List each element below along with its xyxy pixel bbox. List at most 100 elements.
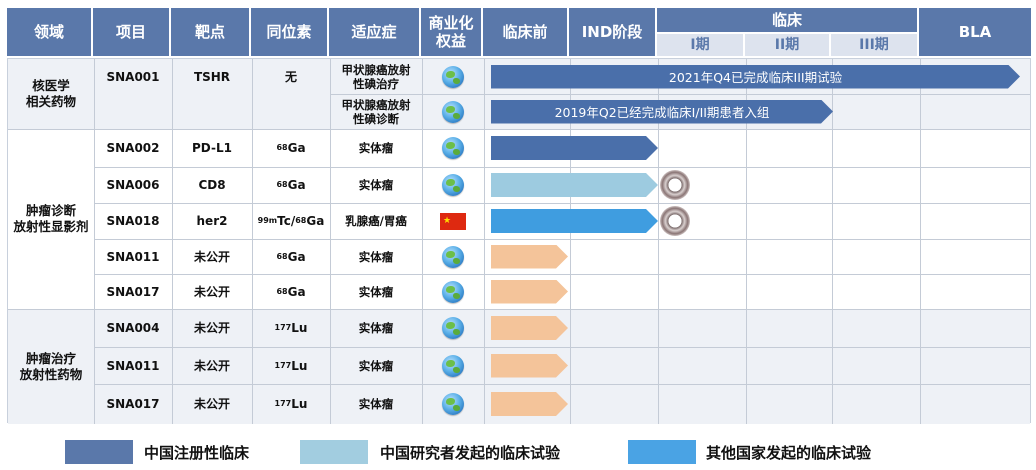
- project-cell: SNA017: [106, 397, 160, 411]
- globe-icon: [442, 280, 464, 303]
- project-cell: SNA006: [106, 178, 160, 192]
- isotope-cell: 68 Ga: [252, 274, 330, 309]
- institution-seal-icon: [660, 170, 690, 200]
- legend-swatch-china-registration: [65, 440, 133, 464]
- rights-cell: [422, 347, 484, 384]
- isotope-cell: 99m Tc/68 Ga: [252, 203, 330, 239]
- target-cell: TSHR: [193, 69, 231, 84]
- row-divider: [94, 203, 1030, 204]
- row-divider: [8, 129, 1030, 130]
- globe-icon: [442, 137, 464, 159]
- project-cell: SNA017: [106, 284, 160, 299]
- isotope-mass: 68: [276, 286, 288, 296]
- globe-icon: [442, 245, 464, 268]
- isotope-mass: 68: [295, 216, 307, 225]
- header-isotope: 同位素: [251, 8, 329, 56]
- project-cell: SNA001: [106, 69, 160, 84]
- target-cell: 未公开: [193, 249, 230, 264]
- progress-arrow: [491, 354, 568, 378]
- isotope-mass: 177: [274, 323, 292, 332]
- target-cell: 未公开: [193, 397, 230, 411]
- row-divider: [94, 274, 1030, 275]
- indication-cell: 实体瘤: [358, 141, 394, 155]
- row-divider: [330, 94, 1030, 95]
- group-label-diagnosis: 肿瘤诊断 放射性显影剂: [13, 203, 89, 234]
- header-phase2: II期: [745, 34, 831, 56]
- column-divider: [330, 59, 331, 424]
- indication-cell: 实体瘤: [358, 321, 394, 335]
- column-divider: [658, 59, 659, 424]
- legend-swatch-other-country: [628, 440, 696, 464]
- progress-arrow: [491, 209, 658, 233]
- isotope-symbol: Ga: [287, 249, 306, 264]
- isotope-cell: 68 Ga: [252, 129, 330, 167]
- isotope-symbol: Tc/: [277, 214, 296, 228]
- column-divider: [484, 59, 485, 424]
- globe-icon: [442, 317, 464, 339]
- target-cell: PD-L1: [192, 141, 232, 155]
- target-cell: 未公开: [193, 284, 230, 299]
- column-divider: [570, 59, 571, 424]
- column-divider: [422, 59, 423, 424]
- rights-cell: [422, 203, 484, 239]
- progress-arrow: [491, 245, 568, 269]
- indication-cell: 实体瘤: [358, 397, 394, 411]
- university-seal-icon: [660, 206, 690, 236]
- header-target: 靶点: [171, 8, 251, 56]
- progress-arrow: [491, 280, 568, 304]
- column-divider: [746, 59, 747, 424]
- isotope-symbol: Ga: [287, 284, 306, 299]
- target-cell: 未公开: [193, 358, 230, 373]
- project-cell: SNA002: [106, 141, 160, 155]
- isotope-mass: 68: [276, 251, 288, 261]
- globe-icon: [442, 100, 464, 123]
- row-divider: [94, 167, 1030, 168]
- isotope-mass: 68: [276, 180, 288, 189]
- globe-icon: [442, 393, 464, 415]
- progress-arrow: 2021年Q4已完成临床III期试验: [491, 65, 1020, 89]
- isotope-mass: 99m: [257, 216, 278, 225]
- pipeline-table: 核医学 相关药物 肿瘤诊断 放射性显影剂 肿瘤治疗 放射性药物 SNA001 TS…: [7, 58, 1031, 424]
- progress-arrow: [491, 136, 658, 160]
- isotope-symbol: 无: [284, 69, 297, 84]
- isotope-mass: 68: [276, 143, 288, 152]
- column-divider: [94, 59, 95, 424]
- isotope-mass: 177: [274, 399, 292, 408]
- header-phase3: III期: [831, 34, 919, 56]
- indication-cell: 实体瘤: [358, 249, 394, 264]
- progress-arrow: [491, 392, 568, 416]
- column-divider: [920, 59, 921, 424]
- project-cell: SNA011: [106, 358, 160, 373]
- legend-label-china-investigator: 中国研究者发起的临床试验: [380, 443, 561, 462]
- header-rights: 商业化 权益: [421, 8, 483, 56]
- progress-label: 2021年Q4已完成临床III期试验: [668, 70, 843, 85]
- rights-cell: [422, 94, 484, 129]
- globe-icon: [442, 65, 464, 88]
- isotope-cell: 68 Ga: [252, 167, 330, 203]
- legend-swatch-china-investigator: [300, 440, 368, 464]
- globe-icon: [442, 354, 464, 377]
- isotope-symbol: Lu: [291, 358, 308, 373]
- isotope-cell: 无: [252, 59, 330, 94]
- rights-cell: [422, 274, 484, 309]
- header-project: 项目: [93, 8, 171, 56]
- header-clinical: 临床: [657, 8, 919, 32]
- row-divider: [94, 347, 1030, 348]
- header-preclinical: 临床前: [483, 8, 569, 56]
- target-cell: CD8: [198, 178, 226, 192]
- project-cell: SNA011: [106, 249, 160, 264]
- isotope-cell: 177 Lu: [252, 384, 330, 424]
- row-divider: [8, 309, 1030, 310]
- progress-arrow: 2019年Q2已经完成临床I/II期患者入组: [491, 100, 833, 124]
- isotope-cell: 68 Ga: [252, 239, 330, 274]
- indication-cell: 实体瘤: [358, 178, 394, 192]
- isotope-symbol: Ga: [287, 178, 306, 192]
- rights-cell: [422, 167, 484, 203]
- target-cell: her2: [196, 214, 228, 228]
- header-bla: BLA: [919, 8, 1031, 56]
- isotope-symbol: Lu: [291, 397, 308, 411]
- legend-label-china-registration: 中国注册性临床: [144, 443, 250, 462]
- indication-cell: 甲状腺癌放射 性碘治疗: [341, 62, 411, 91]
- progress-arrow: [491, 173, 658, 197]
- isotope-mass: 177: [274, 360, 292, 370]
